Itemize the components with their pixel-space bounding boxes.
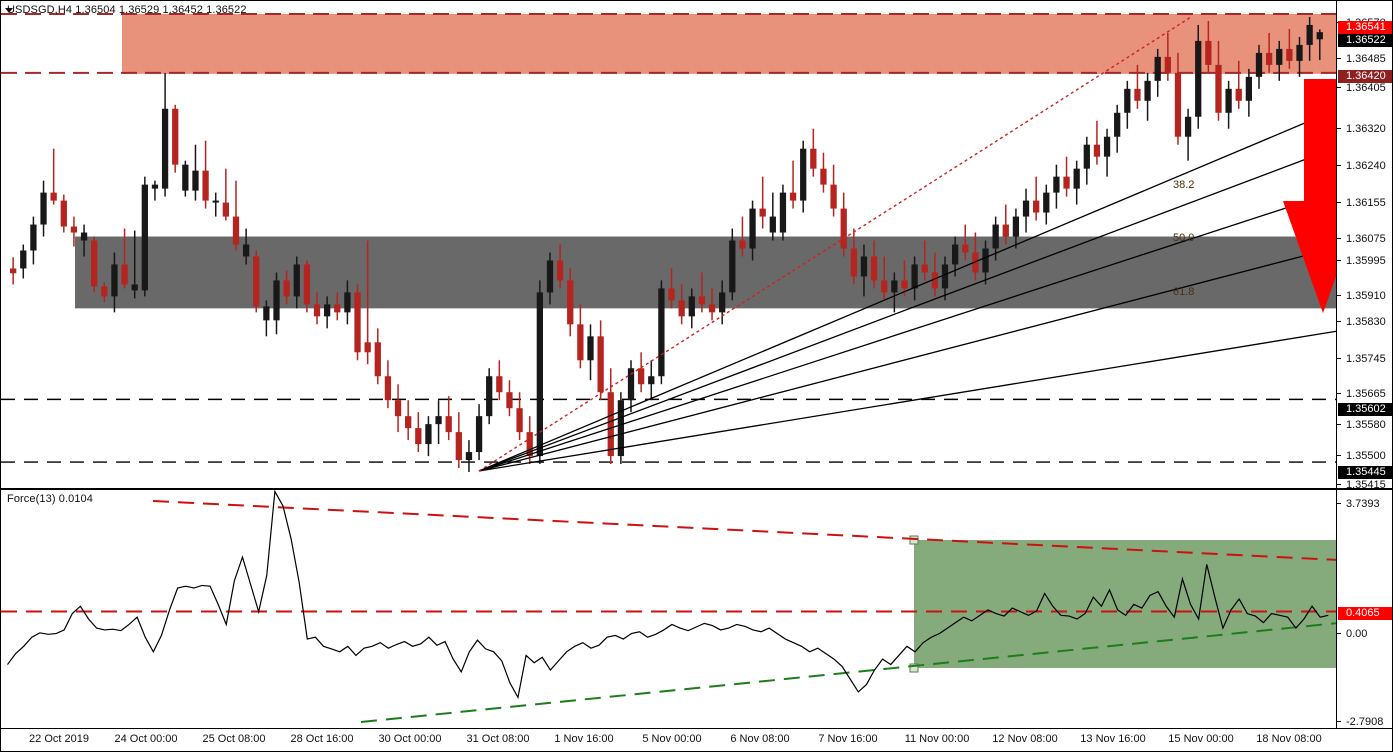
price-pane-title: USDSGD,H4 1.36504 1.36529 1.36452 1.3652… (7, 4, 247, 16)
indicator-highlight-zone (914, 540, 1338, 668)
price-axis-tick: 1.35910 (1337, 290, 1392, 302)
force-index-pane[interactable]: Force(13) 0.0104 3.7393 0.00 -2.7908 0.4065 (0, 489, 1393, 729)
price-axis-tick: 1.35830 (1337, 316, 1392, 328)
time-axis-label: 7 Nov 16:00 (818, 733, 878, 745)
price-axis-tick: 1.36320 (1337, 123, 1392, 135)
down-arrow-icon (1283, 79, 1338, 313)
indicator-axis-tick: 3.7393 (1337, 498, 1392, 510)
price-axis-tick: 1.35415 (1337, 479, 1392, 488)
time-axis-label: 1 Nov 16:00 (554, 733, 614, 745)
price-chart-pane[interactable]: USDSGD,H4 1.36504 1.36529 1.36452 1.3652… (0, 0, 1393, 489)
time-axis-label: 24 Oct 00:00 (114, 733, 178, 745)
indicator-plot-area[interactable] (1, 490, 1338, 728)
time-axis-label: 25 Oct 08:00 (202, 733, 266, 745)
indicator-title: Force(13) 0.0104 (7, 493, 93, 505)
price-level-badge[interactable]: 1.36420 (1338, 70, 1392, 83)
price-axis-tick: 1.35995 (1337, 255, 1392, 267)
indicator-axis-tick: 0.00 (1337, 628, 1392, 640)
price-level-badge[interactable]: 1.35602 (1338, 403, 1392, 416)
fib-level-label: 61.8 (1173, 286, 1195, 298)
time-axis-label: 12 Nov 08:00 (992, 733, 1058, 745)
time-axis[interactable]: 22 Oct 2019 24 Oct 00:00 25 Oct 08:00 28 Oc… (0, 729, 1393, 752)
indicator-axis-tick: -2.7908 (1337, 716, 1392, 728)
ohlc-values-label: 1.36504 1.36529 1.36452 1.36522 (75, 4, 247, 16)
price-axis-tick: 1.35665 (1337, 388, 1392, 400)
time-axis-label: 31 Oct 08:00 (466, 733, 530, 745)
fib-level-label: 38.2 (1173, 179, 1195, 191)
time-axis-label: 11 Nov 00:00 (904, 733, 970, 745)
time-axis-label: 6 Nov 08:00 (730, 733, 790, 745)
price-level-badge[interactable]: 1.36522 (1338, 34, 1392, 47)
time-axis-label: 22 Oct 2019 (29, 733, 89, 745)
time-axis-label: 15 Nov 00:00 (1168, 733, 1234, 745)
price-axis-tick: 1.35580 (1337, 419, 1392, 431)
time-axis-label: 18 Nov 08:00 (1256, 733, 1322, 745)
price-axis-tick: 1.36240 (1337, 160, 1392, 172)
time-axis-label: 30 Oct 00:00 (378, 733, 442, 745)
price-axis-tick: 1.35745 (1337, 353, 1392, 365)
price-axis-tick: 1.36155 (1337, 197, 1392, 209)
indicator-axis[interactable]: 3.7393 0.00 -2.7908 0.4065 (1336, 490, 1392, 728)
price-chart-graphics (1, 12, 1338, 473)
indicator-level-badge[interactable]: 0.4065 (1338, 607, 1392, 620)
price-level-badge[interactable]: 1.36541 (1338, 21, 1392, 34)
time-axis-label: 13 Nov 16:00 (1080, 733, 1146, 745)
force-index-line (7, 490, 1329, 700)
price-axis-tick: 1.36075 (1337, 233, 1392, 245)
indicator-chart-graphics (1, 490, 1338, 723)
price-axis[interactable]: 1.365701.364851.364051.363201.362401.361… (1336, 1, 1392, 488)
time-axis-label: 28 Oct 16:00 (290, 733, 354, 745)
symbol-timeframe-label: USDSGD,H4 (7, 4, 73, 16)
price-level-badge[interactable]: 1.35445 (1338, 466, 1392, 479)
fib-level-label: 50.0 (1173, 232, 1195, 244)
price-axis-tick: 1.35500 (1337, 450, 1392, 462)
time-axis-label: 5 Nov 00:00 (642, 733, 702, 745)
price-axis-tick: 1.36485 (1337, 53, 1392, 65)
triangle-down-icon[interactable] (5, 8, 13, 13)
price-axis-tick: 1.36405 (1337, 82, 1392, 94)
price-plot-area[interactable] (1, 1, 1338, 488)
